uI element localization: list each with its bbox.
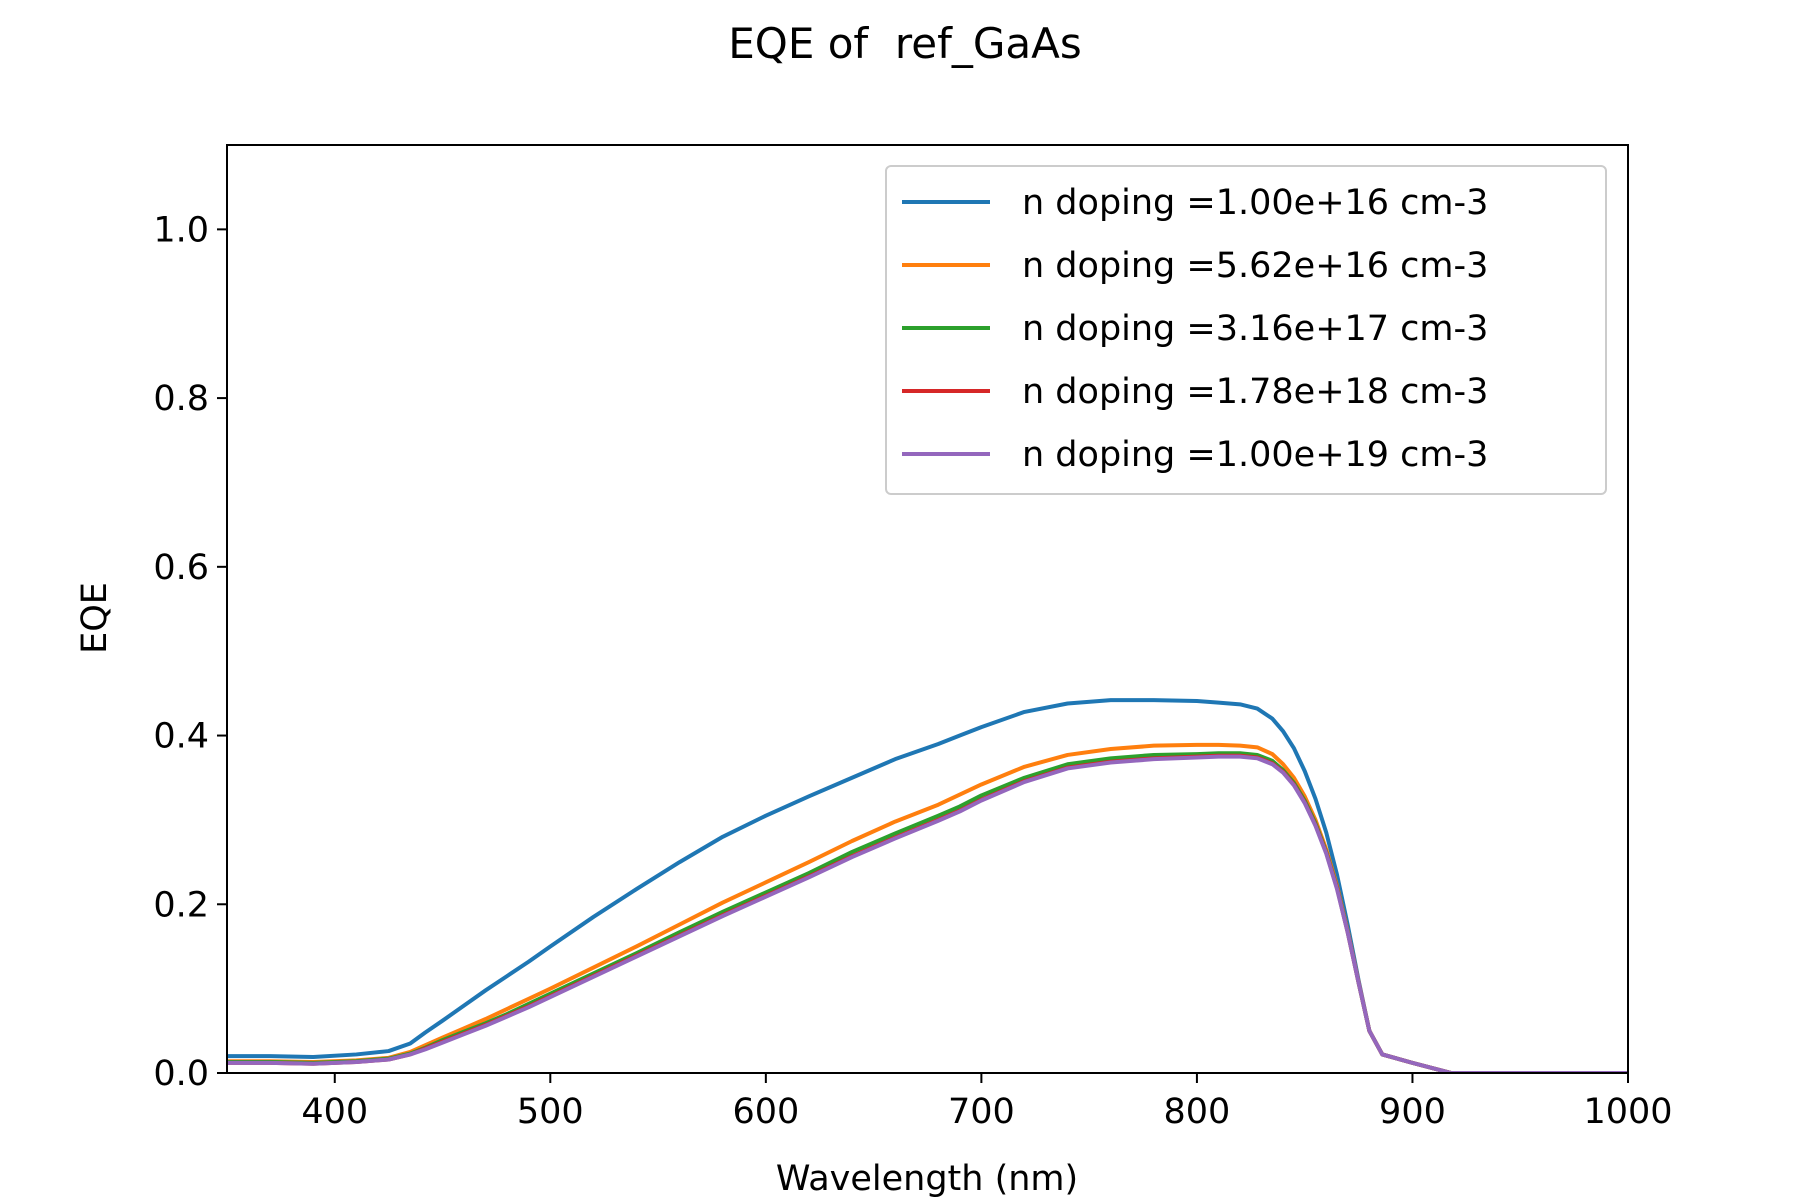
legend-label-3: n doping =3.16e+17 cm-3 — [1022, 309, 1488, 349]
chart-title: EQE of ref_GaAs — [728, 19, 1082, 68]
legend-box — [885, 165, 1607, 495]
legend-label-4: n doping =1.78e+18 cm-3 — [1022, 372, 1488, 412]
y-tick-label: 0.4 — [153, 717, 209, 757]
y-tick-label: 0.8 — [153, 379, 209, 419]
plot-area: 400 500 600 700 800 900 1000 0.0 0.2 0.4 0.6 0.8 1.0… — [153, 144, 1673, 1132]
legend: n doping =1.00e+16 cm-3 n doping =5.62e+1… — [885, 165, 1607, 495]
x-tick-label: 1000 — [1583, 1092, 1672, 1132]
legend-label-1: n doping =1.00e+16 cm-3 — [1022, 183, 1488, 223]
legend-label-2: n doping =5.62e+16 cm-3 — [1022, 246, 1488, 286]
x-tick-label: 400 — [301, 1092, 368, 1132]
x-tick-label: 500 — [517, 1092, 584, 1132]
y-tick-label: 0.6 — [153, 548, 209, 588]
y-axis-label: EQE — [75, 582, 115, 654]
y-tick-label: 1.0 — [153, 210, 209, 250]
series-line-1 — [227, 698, 1628, 1073]
x-tick-label: 800 — [1164, 1092, 1231, 1132]
series-lines — [227, 698, 1628, 1073]
legend-label-5: n doping =1.00e+19 cm-3 — [1022, 435, 1488, 475]
x-tick-label: 700 — [948, 1092, 1015, 1132]
series-line-5 — [227, 754, 1628, 1073]
y-tick-label: 0.2 — [153, 885, 209, 925]
y-tick-label: 0.0 — [153, 1054, 209, 1094]
x-tick-label: 900 — [1379, 1092, 1446, 1132]
x-axis-label: Wavelength (nm) — [776, 1159, 1078, 1199]
axes-frame — [226, 144, 1629, 1074]
x-tick-label: 600 — [732, 1092, 799, 1132]
